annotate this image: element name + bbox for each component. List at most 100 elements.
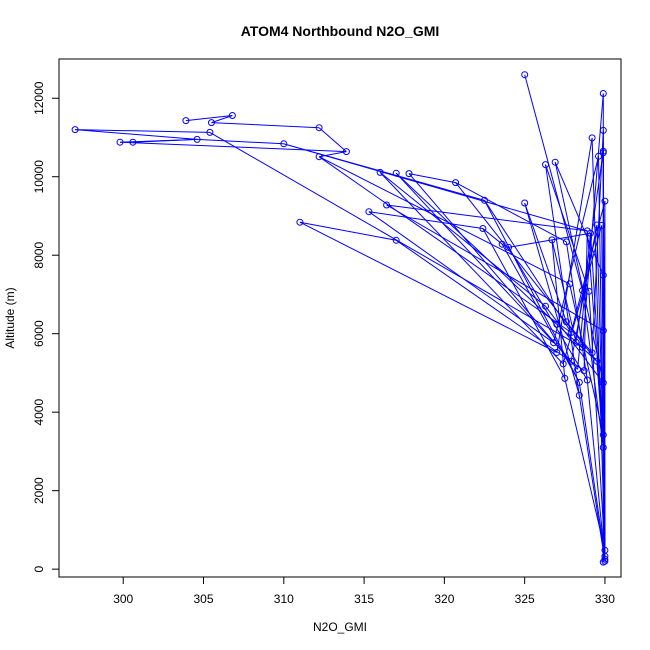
data-point [208, 119, 215, 127]
series-line-segment [553, 156, 599, 343]
series-line-segment [578, 382, 606, 557]
series-line-segment [75, 129, 210, 133]
series-line-segment [545, 164, 580, 396]
data-point [574, 365, 582, 373]
data-point [579, 343, 586, 351]
series-line-segment [408, 173, 456, 184]
data-point [593, 221, 601, 229]
series-line-segment [395, 172, 558, 325]
data-point [315, 124, 323, 132]
series-line-segment [455, 182, 567, 243]
series-line-segment [211, 115, 233, 124]
series-line-segment [482, 228, 503, 245]
data-point [583, 376, 591, 384]
series-line-segment [197, 138, 284, 145]
series-line-segment [484, 200, 580, 383]
data-point [599, 379, 607, 387]
x-tick-label: 305 [193, 592, 213, 606]
series-line-segment [565, 241, 588, 381]
series-line-segment [318, 127, 347, 152]
y-tick-label: 8000 [32, 242, 46, 269]
series-line-segment [545, 164, 590, 292]
data-point [376, 168, 384, 176]
y-tick-label: 10000 [32, 160, 46, 194]
series-line-segment [395, 172, 572, 362]
y-tick-label: 0 [32, 565, 46, 572]
x-tick-label: 310 [274, 592, 294, 606]
data-point [562, 318, 570, 326]
data-point [392, 236, 400, 244]
y-axis-label: Altitude (m) [3, 287, 17, 348]
series-line-segment [319, 151, 347, 158]
series-line-segment [582, 290, 604, 448]
data-point [585, 287, 593, 295]
series-lines [75, 74, 606, 563]
series-line-segment [586, 379, 606, 560]
data-point [392, 169, 400, 177]
series-line-segment [386, 204, 588, 232]
data-point [588, 134, 596, 142]
data-point [342, 148, 350, 156]
series-line-segment [569, 283, 604, 436]
data-point [575, 391, 583, 399]
data-point [550, 339, 558, 347]
series-line-segment [75, 129, 198, 140]
data-point [575, 378, 583, 386]
data-point [206, 128, 214, 136]
x-tick-label: 330 [595, 592, 615, 606]
data-points [71, 71, 609, 566]
series-line-segment [524, 202, 567, 323]
x-axis: 300 305 310 315 320 325 330 [113, 576, 615, 606]
data-point [521, 71, 529, 79]
series-line-segment [596, 361, 604, 448]
y-tick-label: 4000 [32, 399, 46, 426]
series-line-segment [379, 172, 564, 365]
series-line-segment [209, 131, 583, 348]
data-point [580, 367, 588, 375]
plot-area [71, 71, 609, 566]
series-line-segment [564, 378, 606, 551]
y-tick-label: 12000 [32, 81, 46, 115]
data-point [599, 126, 607, 134]
data-point [599, 147, 607, 155]
data-point [599, 90, 607, 97]
data-point [567, 329, 575, 336]
data-point [599, 558, 607, 566]
series-line-segment [482, 228, 566, 379]
data-point [498, 240, 506, 248]
data-point [296, 218, 304, 226]
data-point [553, 349, 561, 356]
series-line-segment [408, 173, 578, 370]
data-point [182, 117, 190, 125]
data-point [542, 302, 549, 310]
series-line-segment [318, 156, 572, 333]
data-point [595, 152, 602, 160]
data-point [521, 199, 529, 207]
data-point [599, 271, 607, 279]
x-tick-label: 315 [354, 592, 374, 606]
series-line-segment [578, 395, 606, 562]
y-axis: 0 2000 4000 6000 8000 10000 12000 [32, 81, 60, 572]
x-axis-label: N2O_GMI [313, 620, 367, 634]
series-line-segment [455, 182, 598, 362]
data-point [548, 236, 556, 244]
series-line-segment [508, 232, 591, 248]
series-line-segment [299, 221, 397, 241]
series-line-segment [395, 239, 585, 372]
data-point [601, 197, 609, 205]
data-point [587, 229, 594, 237]
series-line-segment [368, 211, 554, 344]
data-point [599, 444, 607, 451]
data-point [559, 360, 567, 368]
data-point [315, 153, 323, 161]
data-point [551, 158, 559, 166]
series-line-segment [562, 225, 603, 365]
data-point [383, 201, 391, 209]
series-line-segment [551, 239, 566, 379]
x-tick-label: 325 [515, 592, 535, 606]
data-point [479, 225, 487, 232]
y-tick-label: 6000 [32, 320, 46, 347]
data-point [593, 357, 601, 365]
series-line-segment [554, 162, 604, 383]
series-line-segment [501, 243, 580, 383]
